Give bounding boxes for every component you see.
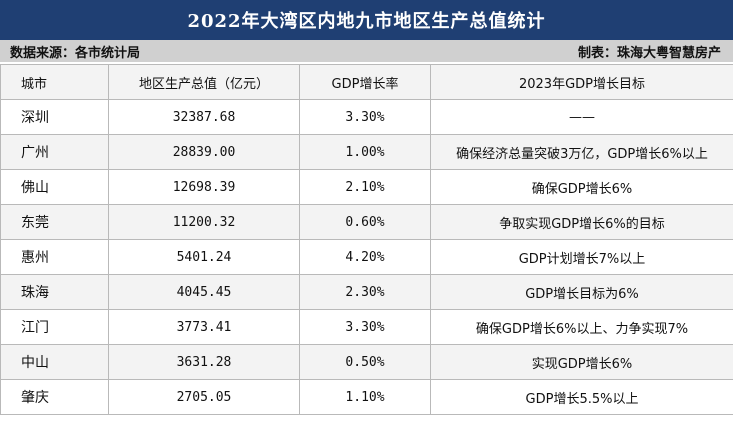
data-source: 数据来源：各市统计局	[10, 45, 141, 61]
gdp-cell: 4045.45	[108, 274, 300, 310]
table-row: 深圳 32387.68 3.30% ——	[0, 99, 733, 135]
city-cell: 东莞	[0, 204, 109, 240]
gdp-cell: 3631.28	[108, 344, 300, 380]
target-cell: 确保GDP增长6%	[430, 169, 733, 205]
target-cell: GDP增长5.5%以上	[430, 379, 733, 415]
table-row: 广州 28839.00 1.00% 确保经济总量突破3万亿，GDP增长6%以上	[0, 134, 733, 170]
growth-cell: 4.20%	[299, 239, 431, 275]
header-growth: GDP增长率	[299, 64, 431, 100]
gdp-cell: 28839.00	[108, 134, 300, 170]
table-row: 东莞 11200.32 0.60% 争取实现GDP增长6%的目标	[0, 204, 733, 240]
gdp-cell: 12698.39	[108, 169, 300, 205]
target-cell: 确保GDP增长6%以上、力争实现7%	[430, 309, 733, 345]
target-cell: ——	[430, 99, 733, 135]
header-row: 城市 地区生产总值（亿元） GDP增长率 2023年GDP增长目标	[0, 64, 733, 100]
growth-cell: 0.50%	[299, 344, 431, 380]
gdp-cell: 5401.24	[108, 239, 300, 275]
city-cell: 珠海	[0, 274, 109, 310]
city-cell: 中山	[0, 344, 109, 380]
header-gdp: 地区生产总值（亿元）	[108, 64, 300, 100]
growth-cell: 3.30%	[299, 309, 431, 345]
growth-cell: 2.10%	[299, 169, 431, 205]
growth-cell: 1.10%	[299, 379, 431, 415]
gdp-cell: 2705.05	[108, 379, 300, 415]
table-maker: 制表：珠海大粤智慧房产	[577, 45, 721, 61]
gdp-cell: 11200.32	[108, 204, 300, 240]
target-cell: GDP增长目标为6%	[430, 274, 733, 310]
gdp-cell: 32387.68	[108, 99, 300, 135]
header-city: 城市	[0, 64, 109, 100]
meta-bar: 数据来源：各市统计局 制表：珠海大粤智慧房产	[0, 40, 733, 62]
table-title: 2022年大湾区内地九市地区生产总值统计	[0, 0, 733, 40]
table-row: 肇庆 2705.05 1.10% GDP增长5.5%以上	[0, 379, 733, 415]
city-cell: 肇庆	[0, 379, 109, 415]
target-cell: 争取实现GDP增长6%的目标	[430, 204, 733, 240]
growth-cell: 2.30%	[299, 274, 431, 310]
table-row: 中山 3631.28 0.50% 实现GDP增长6%	[0, 344, 733, 380]
table-row: 江门 3773.41 3.30% 确保GDP增长6%以上、力争实现7%	[0, 309, 733, 345]
target-cell: 实现GDP增长6%	[430, 344, 733, 380]
growth-cell: 3.30%	[299, 99, 431, 135]
city-cell: 深圳	[0, 99, 109, 135]
target-cell: 确保经济总量突破3万亿，GDP增长6%以上	[430, 134, 733, 170]
city-cell: 江门	[0, 309, 109, 345]
growth-cell: 1.00%	[299, 134, 431, 170]
city-cell: 广州	[0, 134, 109, 170]
header-target: 2023年GDP增长目标	[430, 64, 733, 100]
target-cell: GDP计划增长7%以上	[430, 239, 733, 275]
growth-cell: 0.60%	[299, 204, 431, 240]
gdp-table: 城市 地区生产总值（亿元） GDP增长率 2023年GDP增长目标 深圳 323…	[0, 64, 733, 415]
city-cell: 佛山	[0, 169, 109, 205]
city-cell: 惠州	[0, 239, 109, 275]
gdp-cell: 3773.41	[108, 309, 300, 345]
table-row: 惠州 5401.24 4.20% GDP计划增长7%以上	[0, 239, 733, 275]
table-row: 珠海 4045.45 2.30% GDP增长目标为6%	[0, 274, 733, 310]
table-row: 佛山 12698.39 2.10% 确保GDP增长6%	[0, 169, 733, 205]
